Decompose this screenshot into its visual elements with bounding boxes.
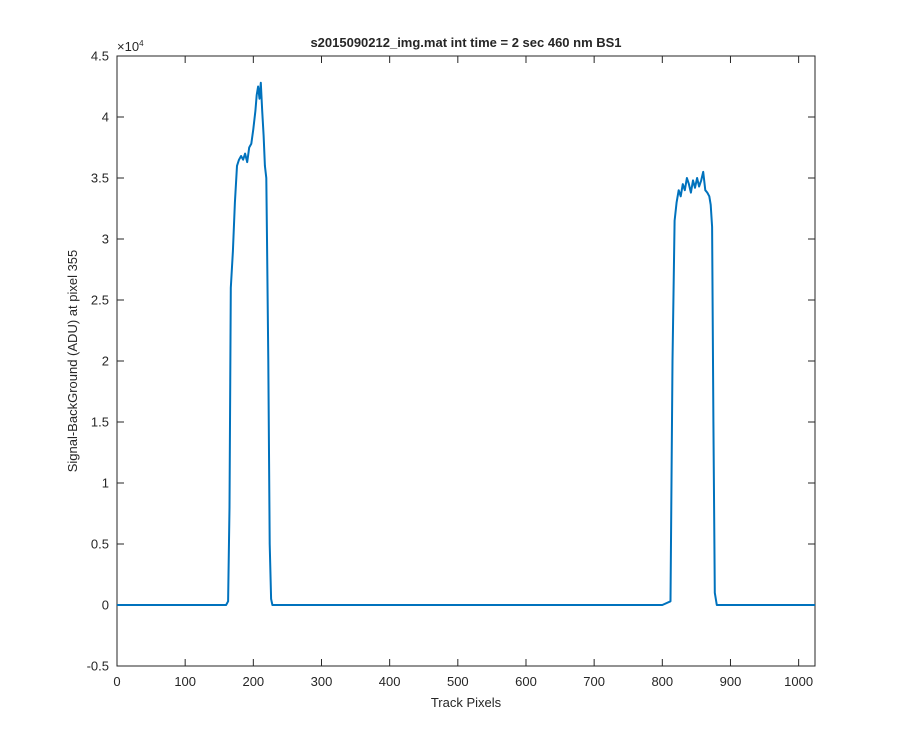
x-tick-label: 400	[379, 674, 401, 689]
series-layer	[117, 81, 815, 606]
x-tick-label: 700	[583, 674, 605, 689]
x-tick-label: 0	[113, 674, 120, 689]
y-tick-label: 1.5	[91, 415, 109, 430]
y-tick-label: 0.5	[91, 537, 109, 552]
x-tick-label: 1000	[784, 674, 813, 689]
y-exponent-label: ×104	[117, 39, 144, 54]
x-tick-label: 300	[311, 674, 333, 689]
y-axis-label: Signal-BackGround (ADU) at pixel 355	[65, 250, 80, 473]
x-tick-label: 100	[174, 674, 196, 689]
y-tick-label: 1	[102, 476, 109, 491]
x-tick-label: 200	[242, 674, 264, 689]
chart-title: s2015090212_img.mat int time = 2 sec 460…	[310, 35, 621, 50]
x-tick-label: 600	[515, 674, 537, 689]
x-axis-label: Track Pixels	[431, 695, 502, 710]
y-exponent-power: 4	[139, 39, 144, 48]
y-tick-label: 2	[102, 354, 109, 369]
y-tick-label: 4.5	[91, 49, 109, 64]
y-exponent-base: ×10	[117, 39, 139, 54]
y-tick-label: 3.5	[91, 171, 109, 186]
x-tick-label: 800	[651, 674, 673, 689]
x-tick-label: 900	[720, 674, 742, 689]
y-tick-label: 2.5	[91, 293, 109, 308]
y-tick-label: 4	[102, 110, 109, 125]
x-tick-label: 500	[447, 674, 469, 689]
ticks-layer: 0 100 200 300 400 500 600 700 800 900 1000 -0.5 0 0.5…	[87, 49, 815, 689]
plot-area	[116, 55, 816, 667]
y-tick-label: 3	[102, 232, 109, 247]
y-tick-label: 0	[102, 598, 109, 613]
y-tick-label: -0.5	[87, 659, 109, 674]
series-line	[117, 81, 815, 606]
